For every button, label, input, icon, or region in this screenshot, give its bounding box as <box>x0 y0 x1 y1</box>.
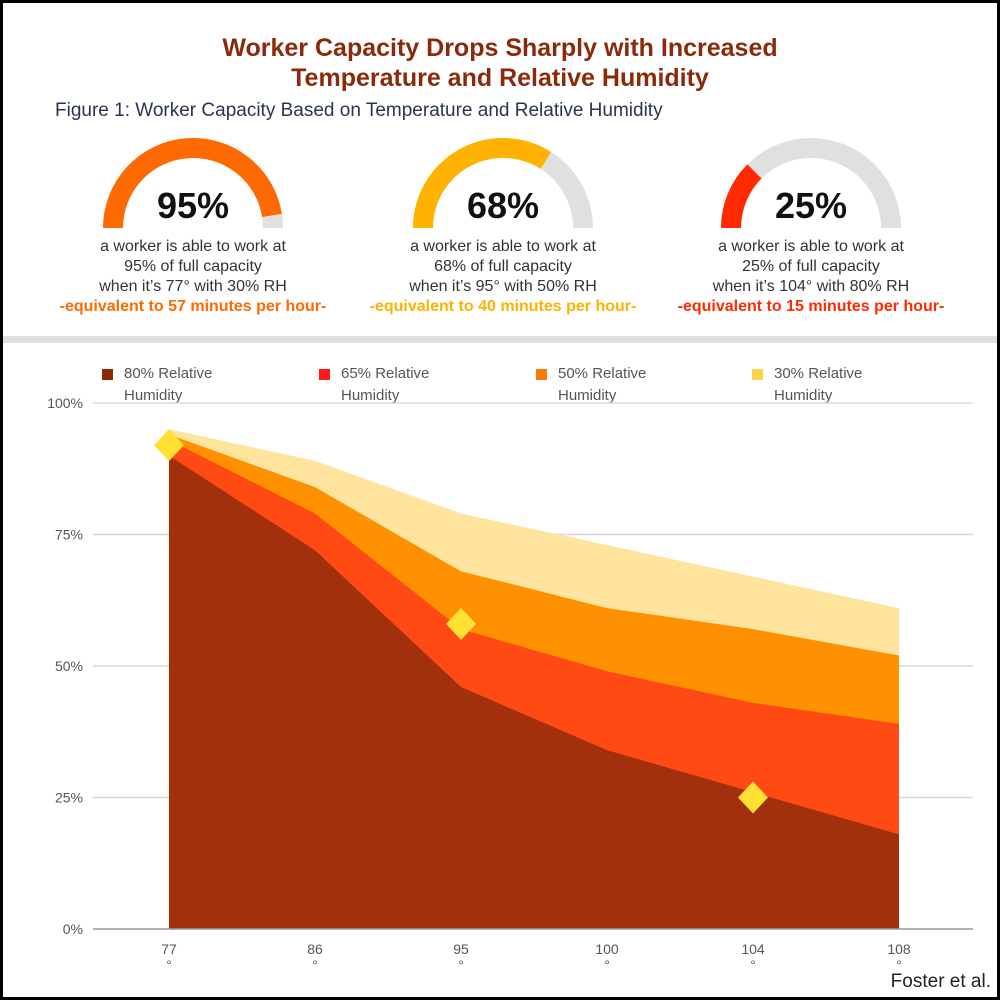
y-tick-label: 100% <box>47 395 83 411</box>
x-tick-label: 77 ° <box>161 941 177 973</box>
gauge-description: 25% of full capacity <box>742 258 880 275</box>
x-tick-label: 86 ° <box>307 941 323 973</box>
figure-caption: Figure 1: Worker Capacity Based on Tempe… <box>55 100 663 121</box>
legend-item: 65% Relative Humidity <box>319 363 451 407</box>
highlight-marker <box>738 781 768 814</box>
gauge-condition: when it’s 95° with 50% RH <box>409 278 597 295</box>
y-tick-label: 0% <box>63 921 83 937</box>
highlight-marker <box>154 429 184 462</box>
gauge-fill <box>721 164 762 229</box>
divider <box>3 336 997 343</box>
gauge-value: 95% <box>156 185 230 226</box>
x-tick-label: 104 ° <box>741 941 765 973</box>
gauge-arc <box>103 138 283 229</box>
gauge-3: 25% a worker is able to work at 25% of ful… <box>661 133 961 317</box>
legend-label: 80% Relative Humidity <box>124 365 213 404</box>
area-series-3 <box>169 455 899 929</box>
legend-swatch <box>752 369 763 380</box>
legend-swatch <box>536 369 547 380</box>
gauge-equivalent: -equivalent to 40 minutes per hour- <box>369 298 637 315</box>
gauge-description: 68% of full capacity <box>434 258 572 275</box>
legend-label: 30% Relative Humidity <box>774 365 863 404</box>
x-tick-label: 95 ° <box>453 941 469 973</box>
gauge-2: 68% a worker is able to work at 68% of ful… <box>353 133 653 317</box>
gauge-description: a worker is able to work at <box>410 238 596 255</box>
legend-item: 30% Relative Humidity <box>752 363 884 407</box>
highlight-marker <box>446 607 476 640</box>
credit: Foster et al. <box>890 971 991 992</box>
gauge-1: 95% a worker is able to work at 95% of ful… <box>43 133 343 317</box>
gauge-description: a worker is able to work at <box>718 238 904 255</box>
y-tick-label: 50% <box>55 658 83 674</box>
legend-swatch <box>319 369 330 380</box>
gauge-arc <box>413 138 593 229</box>
gauge-description: 95% of full capacity <box>124 258 262 275</box>
legend-label: 50% Relative Humidity <box>558 365 647 404</box>
legend-label: 65% Relative Humidity <box>341 365 430 404</box>
x-tick-label: 100 ° <box>595 941 619 973</box>
title-line-2: Temperature and Relative Humidity <box>291 64 709 92</box>
infographic: Worker Capacity Drops Sharply with Incre… <box>3 3 997 997</box>
x-tick-label: 108 ° <box>887 941 911 973</box>
y-tick-label: 75% <box>55 527 83 543</box>
gauge-description: a worker is able to work at <box>100 238 286 255</box>
page-title: Worker Capacity Drops Sharply with Incre… <box>3 33 997 93</box>
gauge-arc <box>721 138 901 229</box>
gauge-value: 68% <box>466 185 540 226</box>
gauge-value: 25% <box>774 185 848 226</box>
area-chart: 0% 25% 50% 75% 100% 77 ° 86 ° 95 ° 100 ° 104 ° 108 ° <box>47 395 973 973</box>
legend-swatch <box>102 369 113 380</box>
y-tick-label: 25% <box>55 790 83 806</box>
gauge-condition: when it’s 104° with 80% RH <box>712 278 910 295</box>
title-line-1: Worker Capacity Drops Sharply with Incre… <box>222 34 778 62</box>
legend-item: 50% Relative Humidity <box>536 363 668 407</box>
gauge-fill <box>413 138 552 229</box>
legend-item: 80% Relative Humidity <box>102 363 234 407</box>
gauge-condition: when it’s 77° with 30% RH <box>99 278 287 295</box>
gauge-equivalent: -equivalent to 57 minutes per hour- <box>59 298 327 315</box>
gauge-fill <box>103 138 282 229</box>
gauge-equivalent: -equivalent to 15 minutes per hour- <box>677 298 945 315</box>
